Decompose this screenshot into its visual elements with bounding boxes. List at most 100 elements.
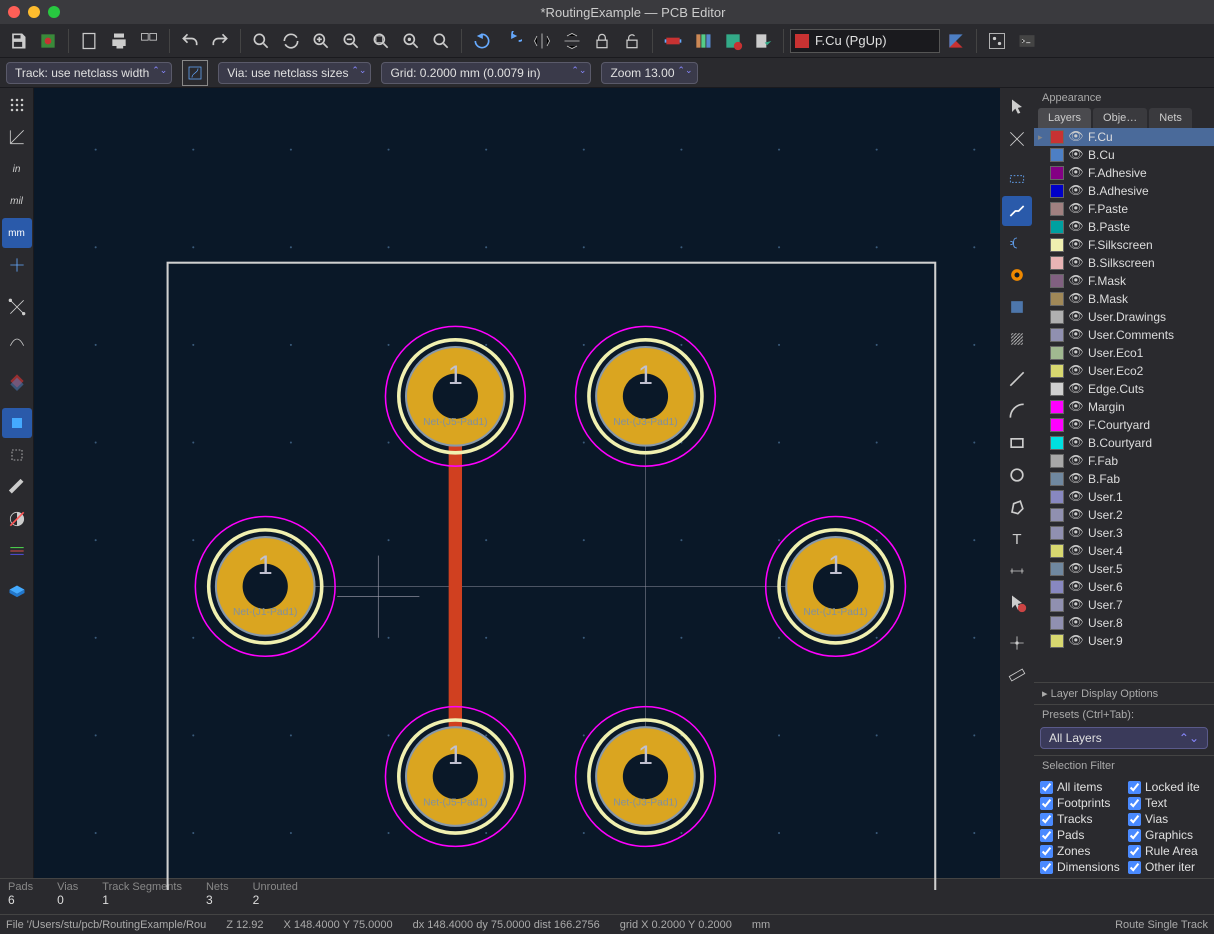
layer-row-F.Fab[interactable]: 👁F.Fab bbox=[1034, 452, 1214, 470]
ratsnest-curved-icon[interactable] bbox=[2, 324, 32, 354]
visibility-icon[interactable]: 👁 bbox=[1068, 309, 1084, 325]
draw-arc-icon[interactable] bbox=[1002, 396, 1032, 426]
origin-icon[interactable] bbox=[1002, 628, 1032, 658]
visibility-icon[interactable]: 👁 bbox=[1068, 435, 1084, 451]
zone-display-icon[interactable] bbox=[2, 366, 32, 396]
measure-icon[interactable] bbox=[1002, 660, 1032, 690]
dimension-icon[interactable] bbox=[1002, 556, 1032, 586]
units-mm-button[interactable]: mm bbox=[2, 218, 32, 248]
filter-checkbox[interactable] bbox=[1040, 797, 1053, 810]
plot-icon[interactable] bbox=[135, 27, 163, 55]
filter-checkbox[interactable] bbox=[1040, 829, 1053, 842]
visibility-icon[interactable]: 👁 bbox=[1068, 489, 1084, 505]
zoom-dropdown[interactable]: Zoom 13.00 bbox=[601, 62, 697, 84]
visibility-icon[interactable]: 👁 bbox=[1068, 129, 1084, 145]
layer-row-User.6[interactable]: 👁User.6 bbox=[1034, 578, 1214, 596]
visibility-icon[interactable]: 👁 bbox=[1068, 183, 1084, 199]
visibility-icon[interactable]: 👁 bbox=[1068, 561, 1084, 577]
zoom-selection-icon[interactable] bbox=[427, 27, 455, 55]
visibility-icon[interactable]: 👁 bbox=[1068, 363, 1084, 379]
layer-row-F.Cu[interactable]: ▸👁F.Cu bbox=[1034, 128, 1214, 146]
layer-display-options[interactable]: ▸ Layer Display Options bbox=[1034, 682, 1214, 704]
route-track-icon[interactable] bbox=[1002, 196, 1032, 226]
draw-line-icon[interactable] bbox=[1002, 364, 1032, 394]
layer-row-User.Drawings[interactable]: 👁User.Drawings bbox=[1034, 308, 1214, 326]
drc-icon[interactable] bbox=[749, 27, 777, 55]
layer-row-User.Eco1[interactable]: 👁User.Eco1 bbox=[1034, 344, 1214, 362]
visibility-icon[interactable]: 👁 bbox=[1068, 165, 1084, 181]
layer-list[interactable]: ▸👁F.Cu👁B.Cu👁F.Adhesive👁B.Adhesive👁F.Past… bbox=[1034, 128, 1214, 682]
visibility-icon[interactable]: 👁 bbox=[1068, 453, 1084, 469]
filter-checkbox[interactable] bbox=[1128, 829, 1141, 842]
layer-row-F.Courtyard[interactable]: 👁F.Courtyard bbox=[1034, 416, 1214, 434]
visibility-icon[interactable]: 👁 bbox=[1068, 273, 1084, 289]
find-icon[interactable] bbox=[247, 27, 275, 55]
filter-checkbox[interactable] bbox=[1040, 781, 1053, 794]
layer-row-B.Paste[interactable]: 👁B.Paste bbox=[1034, 218, 1214, 236]
layer-row-User.Eco2[interactable]: 👁User.Eco2 bbox=[1034, 362, 1214, 380]
console-icon[interactable] bbox=[1013, 27, 1041, 55]
visibility-icon[interactable]: 👁 bbox=[1068, 201, 1084, 217]
units-in-button[interactable]: in bbox=[2, 154, 32, 184]
layer-selector[interactable]: F.Cu (PgUp) bbox=[790, 29, 940, 53]
place-zone-icon[interactable] bbox=[1002, 292, 1032, 322]
via-fill-icon[interactable] bbox=[2, 440, 32, 470]
undo-icon[interactable] bbox=[176, 27, 204, 55]
polar-coords-icon[interactable] bbox=[2, 122, 32, 152]
draw-circle-icon[interactable] bbox=[1002, 460, 1032, 490]
visibility-icon[interactable]: 👁 bbox=[1068, 615, 1084, 631]
minimize-window-button[interactable] bbox=[28, 6, 40, 18]
net-color-icon[interactable] bbox=[2, 536, 32, 566]
visibility-icon[interactable]: 👁 bbox=[1068, 345, 1084, 361]
track-auto-icon[interactable] bbox=[182, 60, 208, 86]
render-mode-icon[interactable] bbox=[942, 27, 970, 55]
cursor-shape-icon[interactable] bbox=[2, 250, 32, 280]
filter-other-iter[interactable]: Other iter bbox=[1128, 860, 1208, 874]
filter-checkbox[interactable] bbox=[1040, 845, 1053, 858]
visibility-icon[interactable]: 👁 bbox=[1068, 291, 1084, 307]
filter-zones[interactable]: Zones bbox=[1040, 844, 1120, 858]
maximize-window-button[interactable] bbox=[48, 6, 60, 18]
layer-row-Edge.Cuts[interactable]: 👁Edge.Cuts bbox=[1034, 380, 1214, 398]
layer-row-User.9[interactable]: 👁User.9 bbox=[1034, 632, 1214, 650]
rotate-cw-icon[interactable] bbox=[498, 27, 526, 55]
filter-rule-area[interactable]: Rule Area bbox=[1128, 844, 1208, 858]
place-text-icon[interactable]: T bbox=[1002, 524, 1032, 554]
pad-fill-icon[interactable] bbox=[2, 408, 32, 438]
close-window-button[interactable] bbox=[8, 6, 20, 18]
visibility-icon[interactable]: 👁 bbox=[1068, 507, 1084, 523]
rule-area-icon[interactable] bbox=[1002, 324, 1032, 354]
library-icon[interactable] bbox=[689, 27, 717, 55]
filter-pads[interactable]: Pads bbox=[1040, 828, 1120, 842]
update-pcb-icon[interactable] bbox=[719, 27, 747, 55]
layer-row-User.Comments[interactable]: 👁User.Comments bbox=[1034, 326, 1214, 344]
visibility-icon[interactable]: 👁 bbox=[1068, 147, 1084, 163]
highlight-net-icon[interactable] bbox=[1002, 124, 1032, 154]
select-tool-icon[interactable] bbox=[1002, 92, 1032, 122]
layer-row-User.1[interactable]: 👁User.1 bbox=[1034, 488, 1214, 506]
layer-row-B.Fab[interactable]: 👁B.Fab bbox=[1034, 470, 1214, 488]
save-icon[interactable] bbox=[4, 27, 32, 55]
track-fill-icon[interactable] bbox=[2, 472, 32, 502]
filter-locked-ite[interactable]: Locked ite bbox=[1128, 780, 1208, 794]
filter-vias[interactable]: Vias bbox=[1128, 812, 1208, 826]
visibility-icon[interactable]: 👁 bbox=[1068, 597, 1084, 613]
zoom-fit-icon[interactable] bbox=[367, 27, 395, 55]
redo-icon[interactable] bbox=[206, 27, 234, 55]
layer-row-B.Adhesive[interactable]: 👁B.Adhesive bbox=[1034, 182, 1214, 200]
footprint-editor-icon[interactable] bbox=[659, 27, 687, 55]
unlock-icon[interactable] bbox=[618, 27, 646, 55]
filter-tracks[interactable]: Tracks bbox=[1040, 812, 1120, 826]
filter-checkbox[interactable] bbox=[1128, 845, 1141, 858]
visibility-icon[interactable]: 👁 bbox=[1068, 579, 1084, 595]
track-width-dropdown[interactable]: Track: use netclass width bbox=[6, 62, 172, 84]
grid-toggle-icon[interactable] bbox=[2, 90, 32, 120]
scripting-icon[interactable] bbox=[983, 27, 1011, 55]
layer-row-User.8[interactable]: 👁User.8 bbox=[1034, 614, 1214, 632]
layer-row-B.Courtyard[interactable]: 👁B.Courtyard bbox=[1034, 434, 1214, 452]
mirror-v-icon[interactable] bbox=[558, 27, 586, 55]
draw-rect-icon[interactable] bbox=[1002, 428, 1032, 458]
layer-row-User.4[interactable]: 👁User.4 bbox=[1034, 542, 1214, 560]
visibility-icon[interactable]: 👁 bbox=[1068, 633, 1084, 649]
zoom-in-icon[interactable] bbox=[307, 27, 335, 55]
